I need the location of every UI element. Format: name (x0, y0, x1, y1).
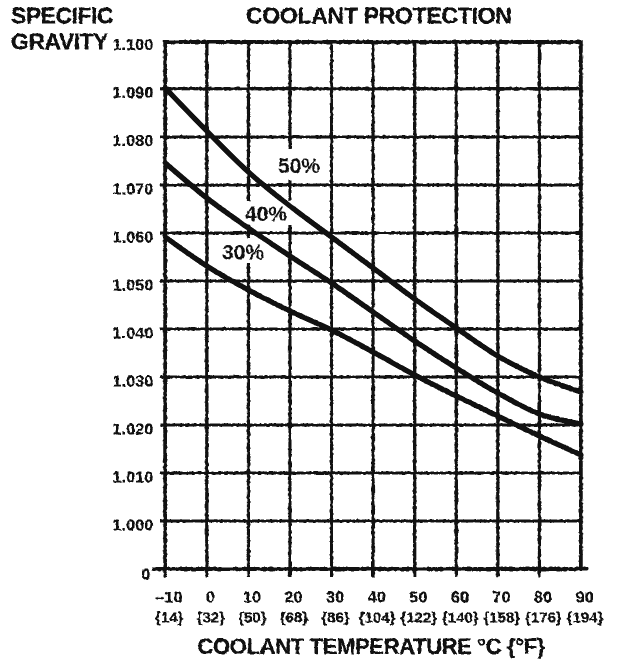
svg-text:1.090: 1.090 (112, 85, 153, 102)
svg-text:70: 70 (492, 590, 510, 607)
svg-text:1.010: 1.010 (112, 469, 153, 486)
svg-text:1.030: 1.030 (112, 373, 153, 390)
svg-text:{158}: {158} (483, 610, 520, 627)
svg-text:90: 90 (576, 590, 594, 607)
svg-text:SPECIFIC: SPECIFIC (11, 3, 113, 29)
svg-text:1.000: 1.000 (112, 517, 153, 534)
svg-text:{140}: {140} (442, 610, 479, 627)
svg-text:1.020: 1.020 (112, 421, 153, 438)
svg-text:{68}: {68} (280, 610, 309, 627)
svg-text:{32}: {32} (197, 610, 226, 627)
svg-text:60: 60 (451, 590, 469, 607)
svg-text:1.040: 1.040 (112, 325, 153, 342)
svg-text:1.080: 1.080 (112, 133, 153, 150)
svg-text:1.070: 1.070 (112, 181, 153, 198)
svg-text:30: 30 (326, 590, 344, 607)
svg-text:0: 0 (206, 590, 215, 607)
svg-text:{176}: {176} (525, 610, 562, 627)
svg-text:COOLANT PROTECTION: COOLANT PROTECTION (246, 2, 511, 28)
svg-text:10: 10 (243, 590, 261, 607)
svg-text:{86}: {86} (321, 610, 350, 627)
svg-text:30%: 30% (222, 242, 264, 265)
svg-text:50%: 50% (278, 155, 320, 178)
svg-text:1.100: 1.100 (112, 37, 153, 54)
svg-text:40: 40 (368, 590, 386, 607)
svg-text:GRAVITY: GRAVITY (11, 29, 108, 55)
svg-text:80: 80 (534, 590, 552, 607)
svg-text:0: 0 (141, 567, 150, 584)
svg-text:{122}: {122} (400, 610, 437, 627)
svg-text:{50}: {50} (238, 610, 267, 627)
svg-text:50: 50 (409, 590, 427, 607)
svg-text:–10: –10 (155, 590, 183, 607)
svg-text:{14}: {14} (155, 610, 184, 627)
svg-text:1.050: 1.050 (112, 277, 153, 294)
svg-text:40%: 40% (245, 203, 287, 226)
svg-text:{194}: {194} (567, 610, 604, 627)
svg-text:COOLANT TEMPERATURE °C {°F}: COOLANT TEMPERATURE °C {°F} (198, 634, 546, 659)
svg-text:{104}: {104} (359, 610, 396, 627)
svg-text:1.060: 1.060 (112, 229, 153, 246)
svg-text:20: 20 (284, 590, 302, 607)
